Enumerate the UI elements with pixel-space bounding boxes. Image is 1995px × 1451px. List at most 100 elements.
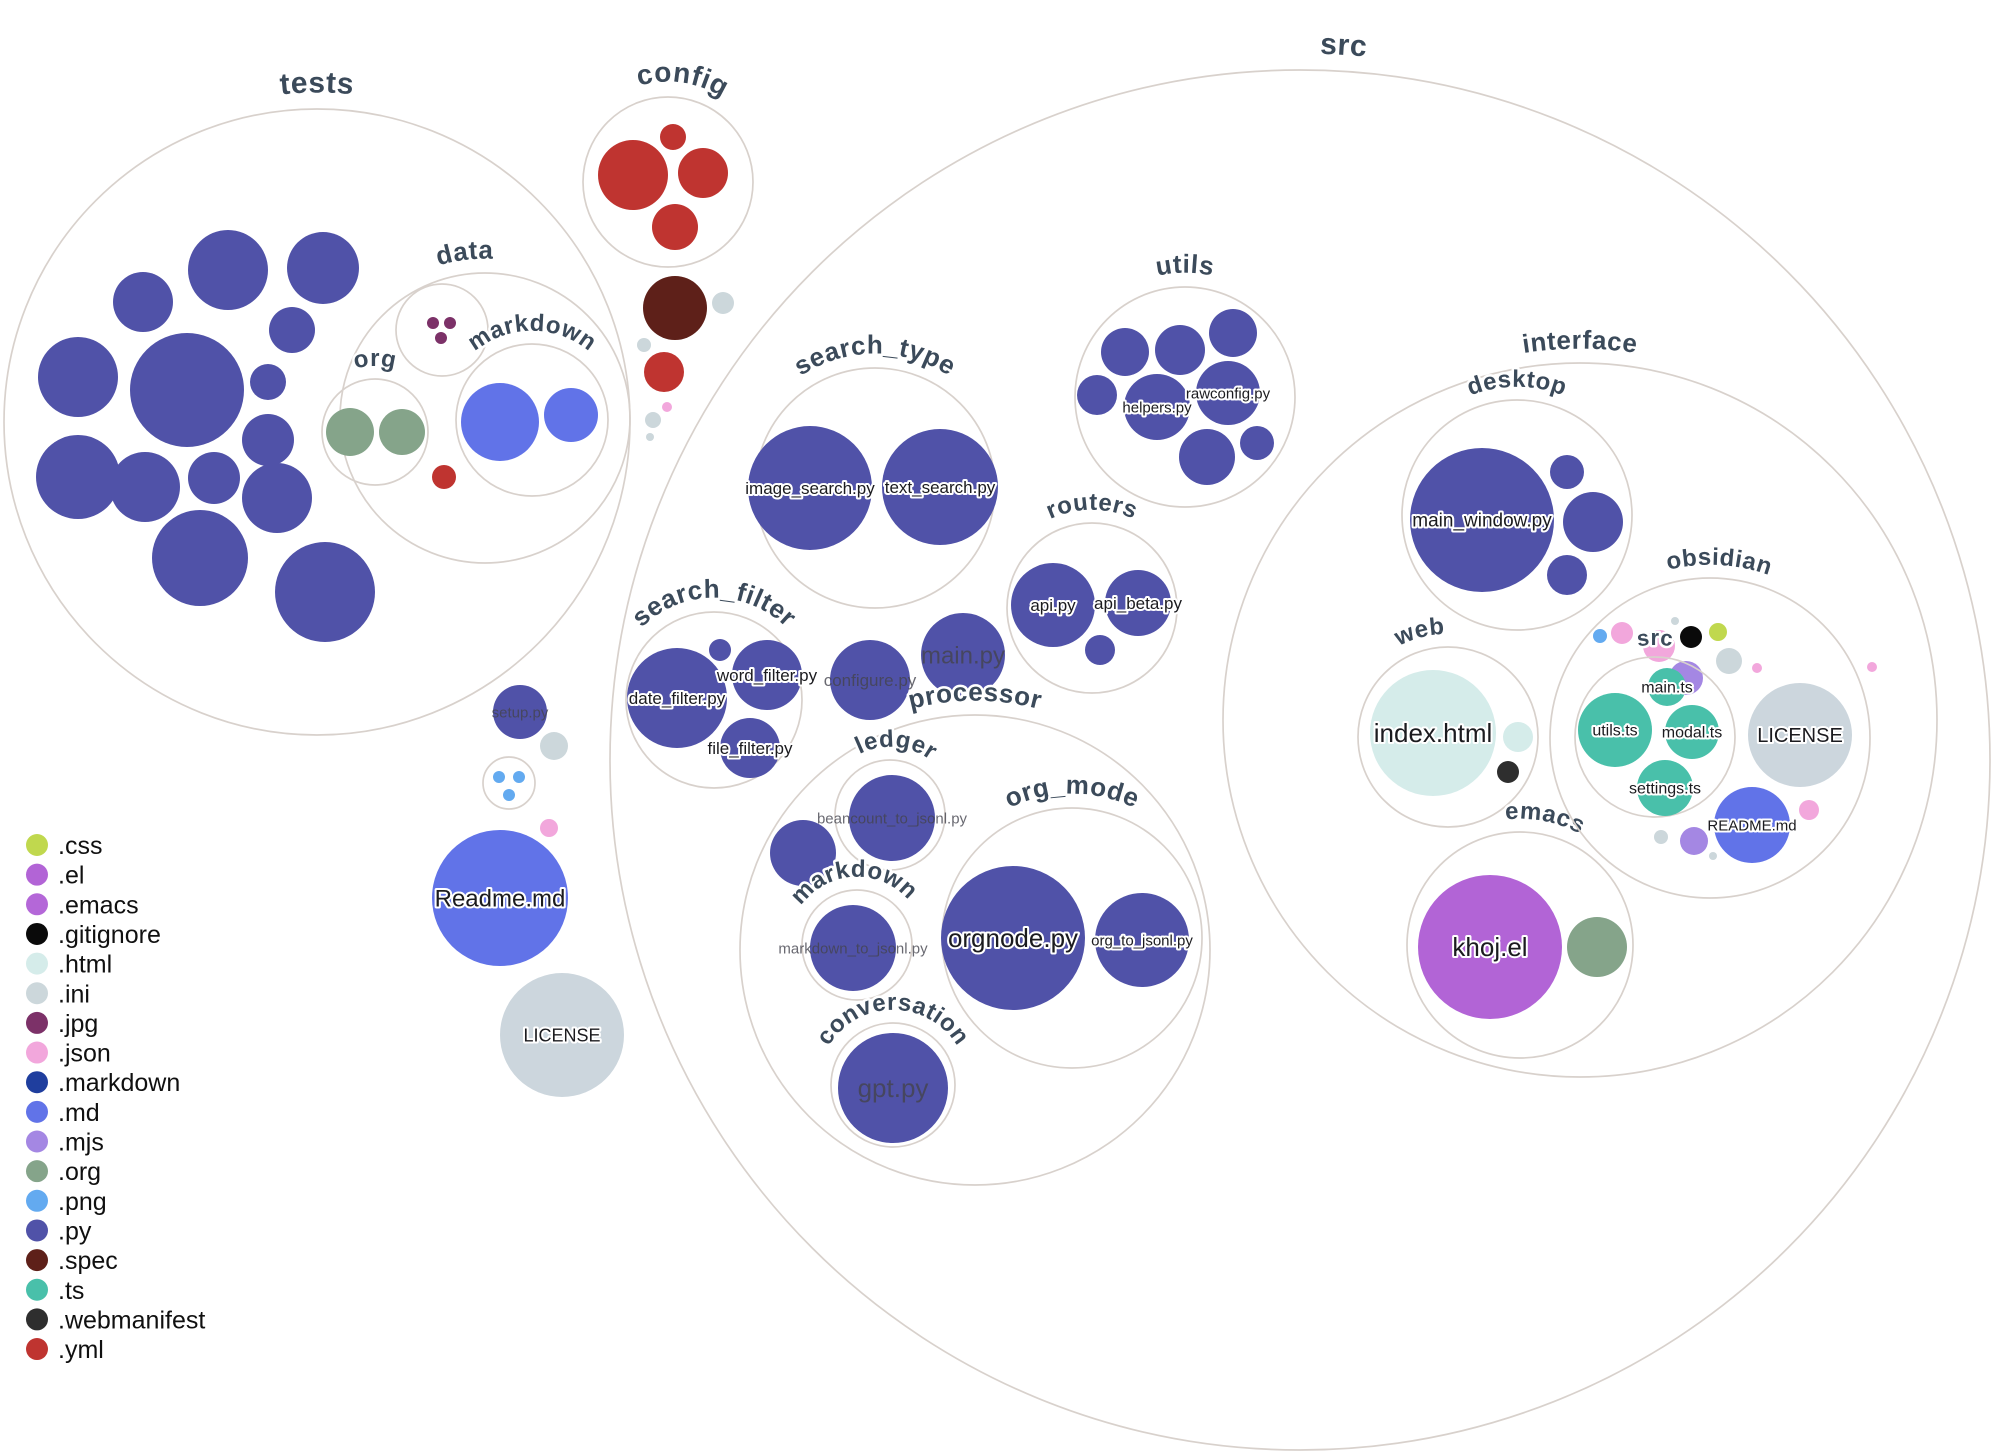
file-py-file-circle — [1101, 328, 1149, 376]
dir-processor-label: processor — [905, 677, 1045, 715]
file-helpers.py-circle — [1124, 374, 1190, 440]
file-index.html-circle — [1370, 670, 1496, 796]
dir-org_mode-label: org_mode — [1000, 769, 1144, 813]
file-ini-file-circle — [1716, 648, 1742, 674]
file-text_search.py-circle — [882, 429, 998, 545]
dir-config-label: config — [633, 56, 734, 102]
file-json-file-circle — [1752, 663, 1762, 673]
dir-markdown-label: markdown — [463, 310, 602, 357]
dir-tests-label: tests — [278, 67, 355, 102]
file-configure.py-circle — [830, 640, 910, 720]
legend-swatch-css-icon — [26, 834, 48, 856]
legend-label-json: .json — [58, 1040, 111, 1068]
legend-swatch-png-icon — [26, 1189, 48, 1212]
file-modal.ts-circle — [1665, 705, 1719, 759]
file-image_search.py-circle — [748, 426, 872, 550]
legend-swatch-webmanifest-icon — [26, 1308, 48, 1331]
dir-processor-circle — [739, 714, 1211, 1186]
file-beancount_to_jsonl.py-circle — [849, 775, 935, 861]
legend-label-emacs: .emacs — [58, 891, 139, 919]
file-py-file-circle — [709, 639, 731, 661]
dir-obsidian-label: obsidian — [1664, 544, 1776, 581]
dir-src-label-text: src — [1633, 622, 1677, 653]
file-README.md-label: README.md — [1707, 817, 1796, 834]
file-LICENSE-circle — [1748, 683, 1852, 787]
legend-swatch-gitignore-icon — [26, 922, 48, 945]
file-date_filter.py-circle — [627, 648, 727, 748]
file-markdown_to_jsonl.py-circle — [810, 905, 896, 991]
dir-search_type-label: search_type — [788, 330, 961, 381]
file-api_beta.py-label: api_beta.py — [1094, 594, 1182, 613]
dir-data-label: data — [433, 235, 494, 272]
dir-markdown-label-text: markdown — [460, 307, 603, 359]
file-main.py-label: main.py — [921, 642, 1005, 669]
dir-utils-circle — [1074, 286, 1296, 508]
legend-label-mjs: .mjs — [58, 1129, 104, 1157]
file-ini-file-circle — [540, 732, 568, 760]
legend-swatch-jpg-icon — [26, 1011, 48, 1034]
dir-search_type-label-text: search_type — [786, 327, 964, 383]
dir-web-circle — [1357, 646, 1539, 828]
dir-data-label-text: data — [430, 232, 495, 274]
file-utils.ts-circle — [1578, 693, 1652, 767]
dir-markdown-circle — [455, 343, 609, 497]
file-org-file-circle — [1567, 917, 1627, 977]
legend-swatch-ts-icon — [26, 1278, 48, 1301]
dir-config-label-text: config — [631, 54, 736, 105]
file-json-file-circle — [540, 819, 558, 837]
dir-processor-label-text: processor — [903, 674, 1048, 717]
dir-emacs-label: emacs — [1504, 797, 1589, 839]
file-py-file-circle — [275, 542, 375, 642]
file-text_search.py-label: text_search.py — [885, 478, 996, 497]
file-py-file-circle — [110, 452, 180, 522]
legend-swatch-markdown-icon — [26, 1071, 48, 1094]
dir-search_filter-circle — [625, 611, 803, 789]
file-main.ts-label: main.ts — [1641, 680, 1693, 697]
dir-org-label-text: org — [349, 342, 401, 377]
legend-label-yml: .yml — [58, 1336, 104, 1364]
legend-swatch-py-icon — [26, 1219, 48, 1242]
dir-obsidian-circle — [1549, 577, 1871, 899]
legend-label-jpg: .jpg — [58, 1010, 98, 1038]
file-khoj.el-label: khoj.el — [1452, 932, 1527, 962]
dir-assets-circle — [482, 756, 536, 810]
legend-swatch-md-icon — [26, 1100, 48, 1123]
file-py-file-circle — [1547, 555, 1587, 595]
file-py-file-circle — [1209, 309, 1257, 357]
legend-label-png: .png — [58, 1188, 107, 1216]
dir-ledger-label: ledger — [851, 726, 942, 766]
file-ini-file-circle — [1654, 830, 1668, 844]
file-py-file-circle — [1077, 375, 1117, 415]
legend-swatch-html-icon — [26, 952, 48, 975]
dir-interface-circle — [1222, 362, 1938, 1078]
file-Readme.md-circle — [432, 830, 568, 966]
dir-web-label-text: web — [1387, 610, 1448, 654]
file-org_to_jsonl.py-circle — [1095, 893, 1189, 987]
dir-src-label: src — [1635, 625, 1674, 651]
legend-label-markdown: .markdown — [58, 1069, 180, 1097]
dir-src-circle — [609, 69, 1991, 1451]
file-ini-file-circle — [1709, 852, 1717, 860]
legend-swatch-emacs-icon — [26, 893, 48, 916]
dir-emacs-circle — [1406, 831, 1634, 1059]
legend-swatch-json-icon — [26, 1041, 48, 1064]
dir-ledger-circle — [834, 759, 946, 871]
file-markdown_to_jsonl.py-label: markdown_to_jsonl.py — [778, 940, 928, 957]
dir-images-circle — [395, 283, 489, 377]
dir-obsidian-label-text: obsidian — [1661, 541, 1777, 583]
file-LICENSE-label: LICENSE — [1757, 725, 1843, 747]
file-api.py-label: api.py — [1030, 596, 1076, 615]
file-image_search.py-label: image_search.py — [745, 479, 875, 498]
dir-src-label-text: src — [1317, 25, 1370, 66]
file-settings.ts-circle — [1637, 760, 1693, 816]
dir-ledger-label-text: ledger — [849, 723, 945, 768]
dir-desktop-label-text: desktop — [1461, 363, 1572, 403]
file-css-file-circle — [1709, 623, 1727, 641]
dir-src-label: src — [1320, 28, 1369, 64]
legend-swatch-spec-icon — [26, 1249, 48, 1272]
file-main.ts-circle — [1648, 668, 1686, 706]
dir-routers-circle — [1006, 522, 1178, 694]
dir-utils-label: utils — [1153, 249, 1216, 282]
file-yml-file-circle — [678, 148, 728, 198]
